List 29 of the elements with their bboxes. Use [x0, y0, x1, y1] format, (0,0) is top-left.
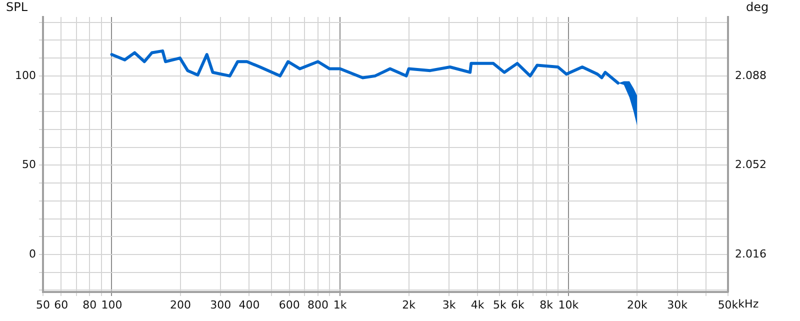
x-tick-label: 50k — [718, 298, 739, 312]
y-tick-label: 100 — [15, 68, 36, 82]
x-tick-label: 2k — [402, 298, 416, 312]
x-tick-label: 5k — [492, 298, 507, 312]
x-tick-label: 1k — [333, 298, 348, 312]
x-tick-label: 20k — [626, 298, 648, 312]
y2-tick-label: 2.016 — [735, 247, 766, 260]
x-axis-title: kHz — [738, 297, 759, 310]
x-tick-label: 4k — [470, 298, 485, 312]
x-tick-label: 6k — [511, 298, 526, 312]
x-tick-label: 800 — [307, 298, 328, 312]
x-tick-label: 8k — [540, 298, 554, 312]
y-axis-title: SPL — [6, 0, 28, 14]
y2-axis-title: deg — [746, 0, 769, 14]
y2-tick-label: 2.088 — [735, 68, 766, 82]
x-tick-label: 3k — [442, 298, 456, 312]
x-tick-label: 400 — [238, 298, 260, 312]
x-tick-label: 60 — [54, 298, 68, 312]
x-tick-label: 80 — [82, 298, 97, 312]
y-tick-label: 50 — [22, 158, 36, 172]
x-tick-label: 10k — [558, 298, 580, 312]
x-tick-label: 200 — [170, 298, 191, 312]
x-tick-label: 300 — [210, 298, 232, 312]
x-tick-label: 600 — [278, 298, 300, 312]
x-tick-label: 100 — [101, 298, 122, 312]
y-tick-label: 0 — [29, 247, 36, 260]
x-tick-label: 50 — [36, 298, 50, 312]
x-tick-label: 30k — [667, 298, 688, 312]
y2-tick-label: 2.052 — [735, 158, 766, 172]
